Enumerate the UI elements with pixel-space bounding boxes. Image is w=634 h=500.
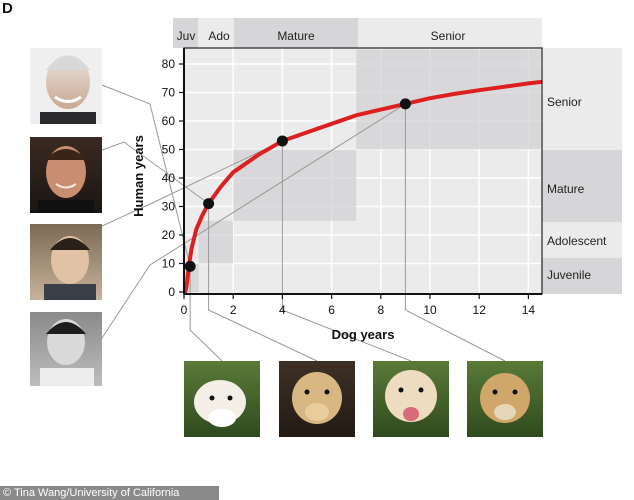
top-stage-label-mature: Mature [277,29,315,43]
panel-letter: D [2,0,13,17]
right-stage-label-mature: Mature [547,182,585,196]
connector-dog-0 [189,266,223,362]
connector-lines [101,84,506,362]
connector-human-3 [101,103,406,339]
stage-box-mature [233,149,357,221]
connector-human-2 [101,140,283,227]
x-tick-label-0: 0 [181,303,188,317]
dog-photo-puppy [184,361,260,437]
highlighted-points [184,98,411,272]
x-tick-label-3: 6 [328,303,335,317]
right-stage-label-juvenile: Juvenile [547,268,591,282]
right-stage-band-mature [542,150,622,222]
right-stage-band-adolescent [542,222,622,258]
person-photo-young-adult [30,224,102,300]
top-stage-label-senior: Senior [431,29,466,43]
y-tick-label-0: 0 [168,285,175,299]
highlight-point-1 [203,198,215,210]
top-stage-label-ado: Ado [208,29,230,43]
top-stage-band-juv [173,18,198,48]
x-tick-label-6: 12 [473,303,487,317]
x-tick-label-1: 2 [230,303,237,317]
x-tick-label-2: 4 [279,303,286,317]
axis-ticks: 0 2 4 6 8 10 12 14 0 10 20 30 40 50 60 70 80 [162,48,542,317]
right-stage-band-senior [542,48,622,150]
photo-credit: © Tina Wang/University of California [0,486,219,500]
x-tick-label-5: 10 [423,303,437,317]
connector-dog-3 [404,103,506,362]
stage-box-ado [198,220,234,264]
highlight-point-2 [276,135,288,147]
top-stage-band-mature [234,18,358,48]
highlight-point-3 [399,98,411,110]
x-axis-title: Dog years [332,327,395,342]
y-tick-label-4: 40 [162,171,176,185]
y-tick-label-5: 50 [162,143,176,157]
highlight-point-0 [184,260,196,272]
right-stage-label-senior: Senior [547,95,582,109]
age-curve [183,80,543,294]
right-stage-band-juvenile [542,258,622,294]
y-tick-label-6: 60 [162,114,176,128]
person-photo-child [30,312,102,386]
dog-photo-young [279,361,355,437]
dog-photo-senior [467,361,543,437]
y-tick-label-2: 20 [162,228,176,242]
y-axis-title: Human years [131,135,146,217]
person-photo-middle-age [30,137,102,213]
dog-photo-mature [373,361,449,437]
y-tick-label-8: 80 [162,57,176,71]
y-tick-label-7: 70 [162,86,176,100]
connector-dog-2 [281,140,412,362]
y-tick-label-3: 30 [162,200,176,214]
top-stage-label-juv: Juv [177,29,196,43]
top-stage-band-ado [198,18,234,48]
top-stage-band-senior [358,18,542,48]
connector-human-1 [101,141,209,205]
connector-human-0 [101,84,191,267]
stage-boxes [184,49,541,292]
x-tick-label-4: 8 [377,303,384,317]
x-tick-label-7: 14 [522,303,536,317]
person-photo-older [30,48,102,124]
connector-dog-1 [208,203,318,362]
stage-box-senior [356,49,541,150]
right-stage-label-adolescent: Adolescent [547,234,607,248]
y-tick-label-1: 10 [162,257,176,271]
